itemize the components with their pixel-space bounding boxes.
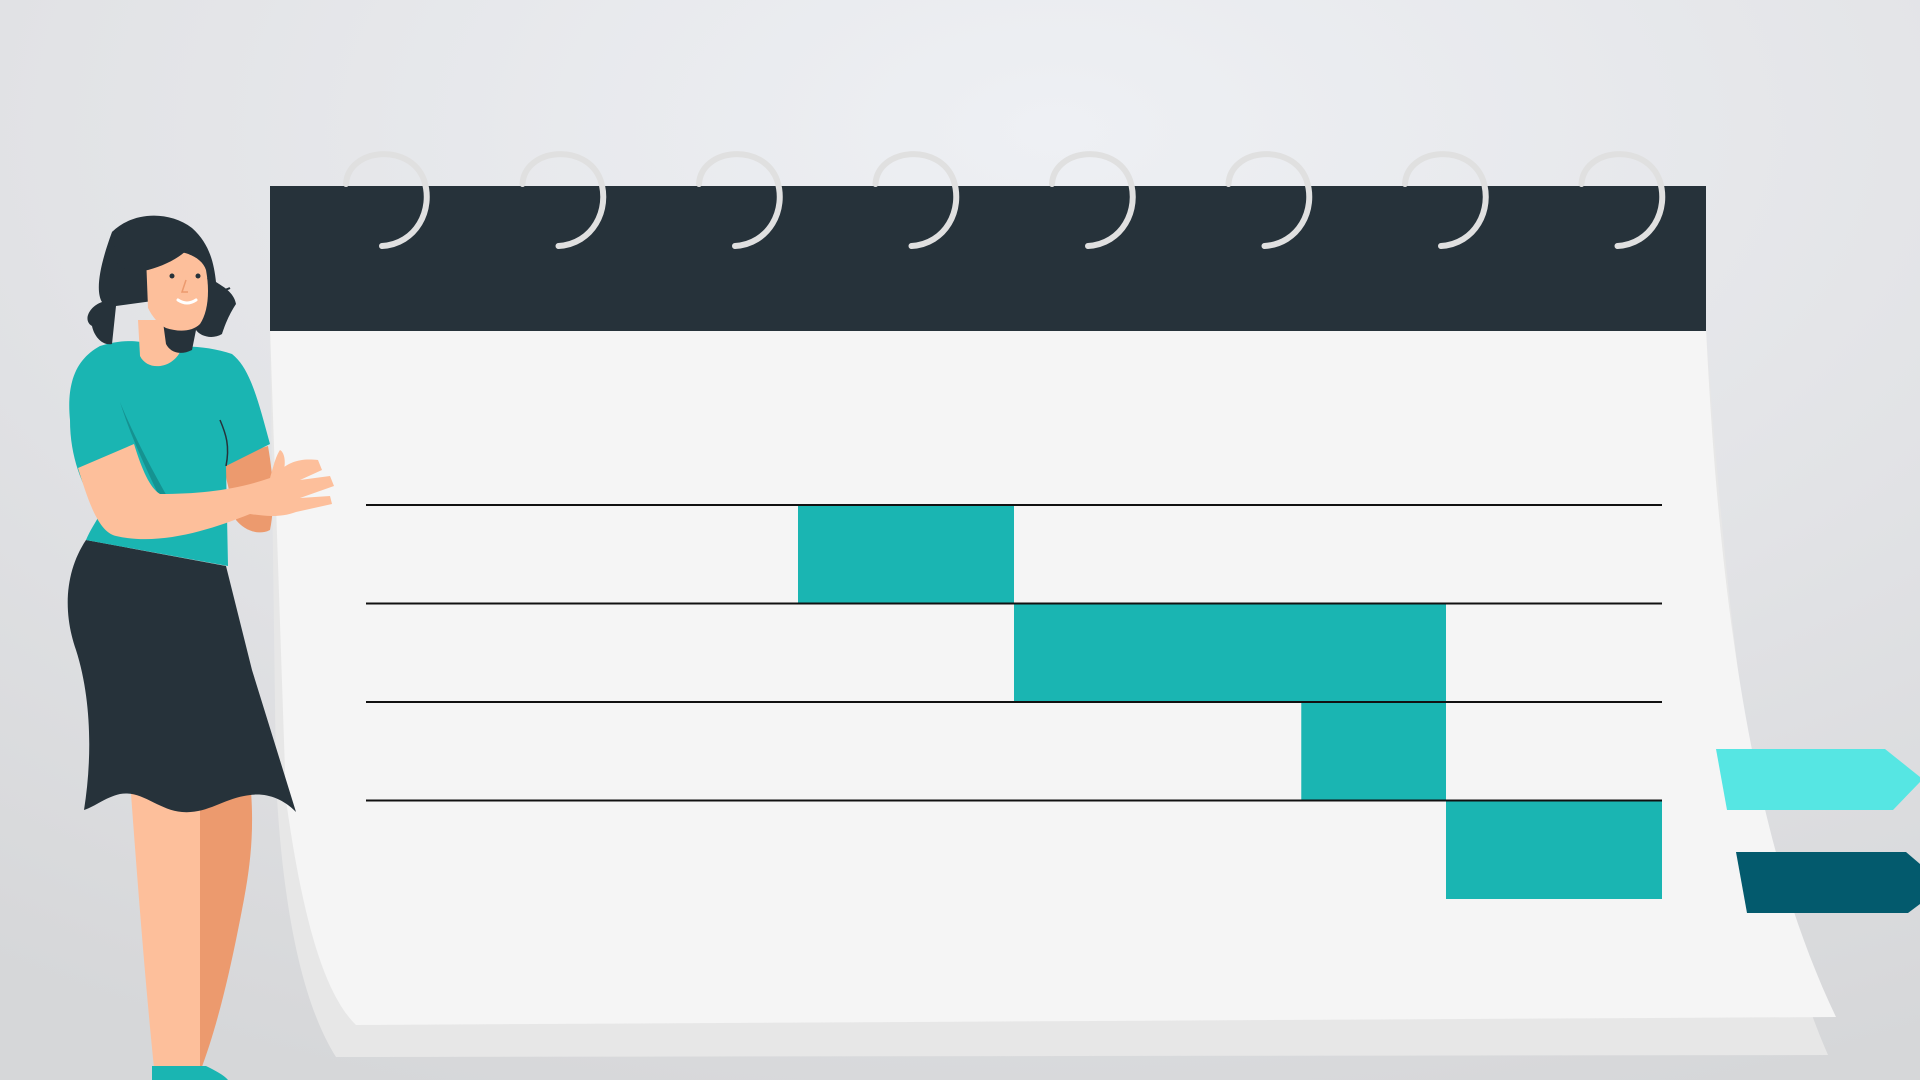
- person-thumb: [270, 450, 285, 478]
- gantt-bar: [1301, 702, 1446, 801]
- person-shoe: [152, 1066, 228, 1080]
- gantt-bar: [798, 505, 1014, 604]
- calendar-header: [270, 186, 1706, 331]
- person-back-leg: [196, 780, 253, 1072]
- person-hair-curl: [207, 277, 231, 291]
- spiral-ring: [696, 151, 783, 249]
- person-front-leg: [130, 780, 200, 1068]
- tab-dark: [1736, 852, 1920, 913]
- tab-light: [1716, 749, 1920, 810]
- gantt-bar: [1014, 603, 1446, 702]
- person-face: [146, 251, 208, 331]
- spiral-ring: [1049, 151, 1136, 249]
- spiral-ring: [343, 151, 430, 249]
- spiral-ring: [1225, 151, 1313, 249]
- person-hair-fringe: [112, 217, 196, 271]
- person-front-arm: [78, 444, 334, 540]
- person-shirt-line: [219, 419, 229, 467]
- spiral-ring: [1578, 151, 1666, 249]
- gantt-bar: [1446, 800, 1662, 899]
- spiral-ring: [519, 151, 607, 249]
- person-mouth: [176, 298, 198, 305]
- spiral-ring: [1402, 151, 1489, 249]
- person-eye-right: [195, 273, 201, 279]
- person-nose: [180, 279, 188, 293]
- spiral-rings: [343, 151, 1666, 249]
- person-eye-left: [169, 273, 175, 279]
- person-illustration: [67, 215, 334, 1080]
- gantt-chart: [366, 504, 1662, 899]
- spiral-ring: [872, 151, 960, 249]
- person-skirt: [67, 540, 296, 813]
